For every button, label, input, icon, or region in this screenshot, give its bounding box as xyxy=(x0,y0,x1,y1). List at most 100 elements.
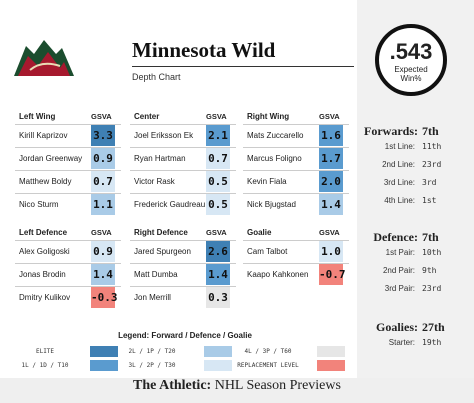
gsva-cell: -0.3 xyxy=(91,287,118,308)
rank-item: 10th xyxy=(422,248,442,257)
player-name: Jonas Brodin xyxy=(19,270,66,279)
panel-title: Goalie xyxy=(247,228,272,237)
player-name: Kirill Kaprizov xyxy=(19,131,68,140)
row xyxy=(243,240,349,263)
gsva-cell: -0.7 xyxy=(319,264,346,285)
footer: The Athletic: NHL Season Previews xyxy=(0,378,474,403)
gsva-cell: 3.3 xyxy=(91,125,115,146)
rank-label: 4th Line: xyxy=(384,196,415,205)
player-name: Ryan Hartman xyxy=(134,154,186,163)
gsva-cell: 0.7 xyxy=(206,148,230,169)
row xyxy=(130,147,236,170)
legend-swatch xyxy=(90,346,118,357)
legend-label: 3L / 2P / T30 xyxy=(128,362,176,369)
subtitle: Depth Chart xyxy=(132,72,181,82)
column-header: GSVA xyxy=(206,112,227,121)
player-name: Frederick Gaudreau xyxy=(134,200,206,209)
rank-label: 3rd Line: xyxy=(383,178,415,187)
gsva-cell: 0.5 xyxy=(206,171,230,192)
win-badge: .543 Expected Win% xyxy=(375,24,447,96)
player-name: Kaapo Kahkonen xyxy=(247,270,309,279)
row xyxy=(15,263,121,286)
player-name: Victor Rask xyxy=(134,177,175,186)
row xyxy=(15,286,121,309)
player-name: Joel Eriksson Ek xyxy=(134,131,194,140)
footer-brand: The Athletic: xyxy=(133,378,212,393)
legend-swatch xyxy=(204,360,232,371)
rank-item: 3rd xyxy=(422,178,437,187)
logo xyxy=(14,40,74,76)
gsva-cell: 1.7 xyxy=(319,148,343,169)
gsva-cell: 2.0 xyxy=(319,171,343,192)
gsva-cell: 1.0 xyxy=(319,241,343,262)
player-name: Nick Bjugstad xyxy=(247,200,296,209)
player-name: Jordan Greenway xyxy=(19,154,83,163)
rank-item: 23rd xyxy=(422,160,442,169)
rank-title: Defence: xyxy=(373,230,418,244)
column-header: GSVA xyxy=(91,112,112,121)
row xyxy=(130,170,236,193)
rank-value: 7th xyxy=(422,124,439,138)
column-header: GSVA xyxy=(91,228,112,237)
gsva-cell: 2.1 xyxy=(206,125,230,146)
player-name: Cam Talbot xyxy=(247,247,288,256)
row xyxy=(15,124,121,147)
player-name: Kevin Fiala xyxy=(247,177,287,186)
player-name: Matt Dumba xyxy=(134,270,178,279)
rank-item: 19th xyxy=(422,338,442,347)
row xyxy=(130,263,236,286)
gsva-cell: 1.6 xyxy=(319,125,343,146)
row xyxy=(15,170,121,193)
legend-label: 4L / 3P / T60 xyxy=(244,348,292,355)
player-name: Alex Goligoski xyxy=(19,247,70,256)
rank-label: 2nd Pair: xyxy=(382,266,415,275)
legend-swatch xyxy=(204,346,232,357)
win-label: Expected Win% xyxy=(394,65,428,83)
legend-label: ELITE xyxy=(35,348,55,355)
legend-label: 1L / 1D / T10 xyxy=(21,362,69,369)
row xyxy=(243,170,349,193)
rank-value: 27th xyxy=(422,320,445,334)
gsva-cell: 0.9 xyxy=(91,148,115,169)
row xyxy=(130,124,236,147)
gsva-cell: 0.9 xyxy=(91,241,115,262)
panel-title: Left Wing xyxy=(19,112,56,121)
win-value: .543 xyxy=(389,39,433,64)
gsva-cell: 0.7 xyxy=(91,171,115,192)
row xyxy=(243,263,349,286)
gsva-cell: 1.4 xyxy=(206,264,230,285)
player-name: Matthew Boldy xyxy=(19,177,72,186)
legend-label: REPLACEMENT LEVEL xyxy=(237,362,299,369)
panel-title: Right Defence xyxy=(134,228,188,237)
player-name: Mats Zuccarello xyxy=(247,131,304,140)
rank-title: Goalies: xyxy=(376,320,418,334)
player-name: Dmitry Kulikov xyxy=(19,293,71,302)
rank-item: 11th xyxy=(422,142,442,151)
row xyxy=(15,147,121,170)
rank-item: 23rd xyxy=(422,284,442,293)
rank-item: 9th xyxy=(422,266,437,275)
legend-swatch xyxy=(317,346,345,357)
panel-title: Center xyxy=(134,112,160,121)
gsva-cell: 0.5 xyxy=(206,194,230,215)
legend-swatch xyxy=(90,360,118,371)
row xyxy=(15,240,121,263)
rank-label: 1st Line: xyxy=(384,142,415,151)
row xyxy=(130,193,236,216)
rank-label: 2nd Line: xyxy=(382,160,415,169)
gsva-cell: 1.4 xyxy=(91,264,115,285)
column-header: GSVA xyxy=(319,228,340,237)
row xyxy=(15,193,121,216)
gsva-cell: 1.4 xyxy=(319,194,343,215)
title-rule xyxy=(132,66,354,67)
column-header: GSVA xyxy=(206,228,227,237)
rank-label: Starter: xyxy=(388,338,415,347)
row xyxy=(130,240,236,263)
player-name: Jared Spurgeon xyxy=(134,247,191,256)
player-name: Jon Merrill xyxy=(134,293,171,302)
player-name: Marcus Foligno xyxy=(247,154,302,163)
row xyxy=(243,147,349,170)
row xyxy=(130,286,236,309)
row xyxy=(243,193,349,216)
